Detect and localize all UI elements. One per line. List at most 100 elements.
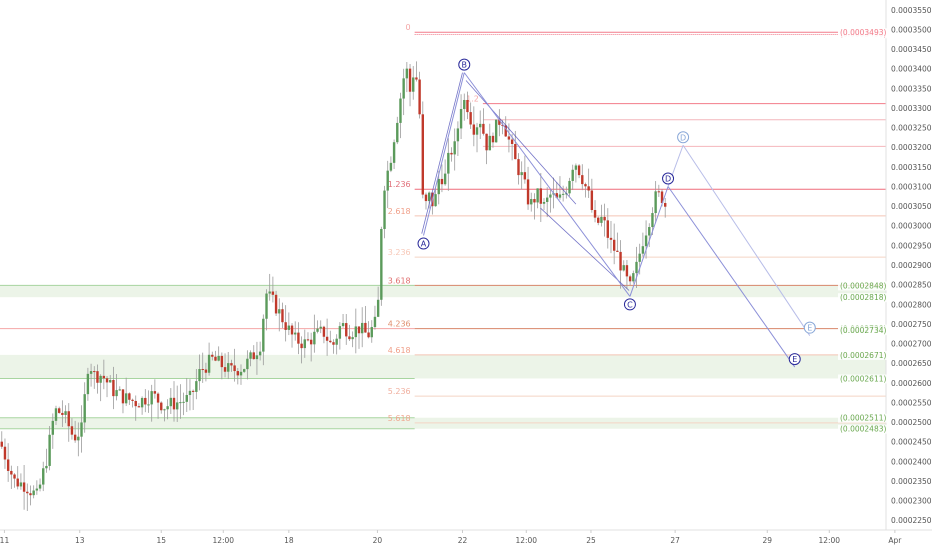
wave-point-marker[interactable] xyxy=(417,237,430,250)
candle-body xyxy=(124,393,128,404)
candle-body xyxy=(316,328,319,332)
candle-body xyxy=(568,180,571,194)
wave-point-marker[interactable] xyxy=(677,131,690,144)
candle-body xyxy=(290,325,294,335)
candle-body xyxy=(504,125,507,137)
candle-body xyxy=(128,393,131,400)
candle-body xyxy=(258,351,262,356)
y-tick-label: 0.0002700 xyxy=(891,340,932,349)
wave-line xyxy=(682,144,811,336)
candle-body xyxy=(641,246,645,254)
candle-body xyxy=(144,397,147,405)
candle-body xyxy=(179,402,182,404)
candle-body xyxy=(188,390,192,396)
candle-body xyxy=(147,404,150,406)
candle-body xyxy=(510,139,514,145)
candle-body xyxy=(22,482,26,492)
candle-body xyxy=(597,217,600,223)
candle-body xyxy=(38,484,42,489)
x-tick-label: 22 xyxy=(458,536,468,545)
candle-body xyxy=(109,379,112,383)
candle-body xyxy=(581,175,584,185)
candle-body xyxy=(593,210,597,218)
candle-body xyxy=(102,375,106,379)
wave-point-marker[interactable] xyxy=(458,58,471,71)
candle-body xyxy=(360,322,364,334)
wave-point-marker[interactable] xyxy=(662,172,675,185)
y-tick-label: 0.0003450 xyxy=(891,45,932,54)
candle-body xyxy=(517,159,520,176)
candle-body xyxy=(322,326,326,337)
candle-body xyxy=(434,194,437,207)
candle-body xyxy=(612,239,616,251)
price-box-label: (0.0002671) xyxy=(840,351,886,360)
candle-body xyxy=(325,336,329,341)
candle-body xyxy=(99,375,102,383)
price-box-label: (0.0002818) xyxy=(840,293,886,302)
price-box-bg xyxy=(838,413,888,423)
price-box-label: (0.0002483) xyxy=(840,425,886,434)
candle-body xyxy=(447,152,450,174)
candle-body xyxy=(198,369,201,382)
candle-body xyxy=(482,123,485,134)
candle-body xyxy=(134,400,137,407)
candle-body xyxy=(281,309,284,323)
candle-body xyxy=(632,273,635,282)
y-tick-label: 0.0003500 xyxy=(891,25,932,34)
wave-point-label: D xyxy=(680,133,686,142)
candles xyxy=(0,61,667,511)
candle-body xyxy=(494,119,498,143)
candle-body xyxy=(523,172,527,180)
fib-level-label: 4.236 xyxy=(388,320,411,329)
candle-body xyxy=(176,402,179,410)
candle-body xyxy=(118,389,121,391)
y-tick-label: 0.0002650 xyxy=(891,359,932,368)
y-tick-label: 0.0002300 xyxy=(891,497,932,506)
price-box-bg xyxy=(838,374,888,384)
candle-body xyxy=(284,322,287,330)
candle-body xyxy=(533,199,536,203)
candle-body xyxy=(341,323,345,327)
candle-body xyxy=(491,135,495,143)
wave-point-label: C xyxy=(627,300,633,309)
y-tick-label: 0.0002900 xyxy=(891,261,932,270)
candle-body xyxy=(539,188,543,204)
candle-body xyxy=(488,135,491,151)
candle-body xyxy=(294,332,297,335)
candle-body xyxy=(644,235,648,247)
candle-body xyxy=(309,339,313,345)
y-tick-label: 0.0002950 xyxy=(891,241,932,250)
wave-point-marker[interactable] xyxy=(803,321,816,334)
candle-body xyxy=(628,276,632,282)
candle-body xyxy=(48,434,51,466)
wave-point-marker[interactable] xyxy=(623,298,636,311)
candle-body xyxy=(587,186,590,191)
candle-body xyxy=(648,227,651,236)
candle-body xyxy=(274,294,278,314)
candle-body xyxy=(367,332,370,338)
candle-body xyxy=(619,251,622,271)
y-tick-label: 0.0002800 xyxy=(891,300,932,309)
y-tick-label: 0.0003400 xyxy=(891,65,932,74)
candle-body xyxy=(389,162,393,171)
candle-body xyxy=(530,199,533,205)
candle-body xyxy=(536,188,539,203)
candle-body xyxy=(121,389,125,404)
candle-body xyxy=(526,179,530,205)
wave-pattern: A B C D D E E xyxy=(417,58,816,368)
wave-point-label: B xyxy=(462,61,468,70)
wave-point-marker[interactable] xyxy=(788,353,801,366)
candle-body xyxy=(67,411,70,427)
x-tick-label: Apr xyxy=(888,536,902,545)
wave-point-label: A xyxy=(421,240,427,249)
price-box-label: (0.0002848) xyxy=(840,281,886,290)
wave-point-label: E xyxy=(807,324,812,333)
candle-body xyxy=(651,213,654,228)
candle-body xyxy=(440,178,444,185)
candle-body xyxy=(211,354,214,357)
candle-body xyxy=(61,412,64,415)
candle-body xyxy=(625,265,629,277)
